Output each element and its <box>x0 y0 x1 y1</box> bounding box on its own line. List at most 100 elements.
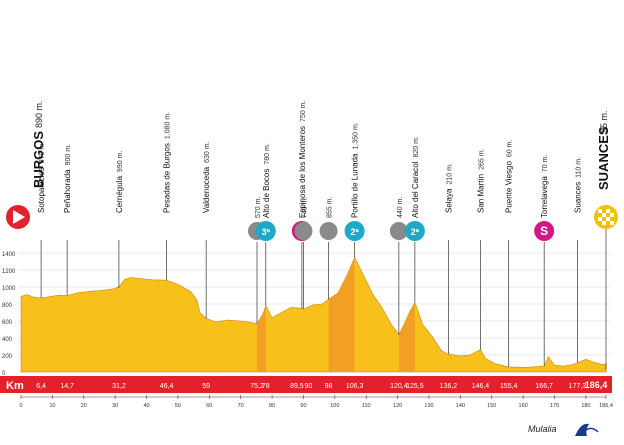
y-tick-label: 1400 <box>2 252 16 258</box>
km-band-value: 136,2 <box>440 383 458 390</box>
badge-label: S <box>540 224 548 238</box>
badge-label: 2ª <box>350 227 359 237</box>
km-band-value: 186,4 <box>585 380 608 390</box>
waypoint-altitude: 440 m. <box>397 197 404 218</box>
category-climb-icon <box>404 221 425 241</box>
waypoint-name: Espinosa de los Monteros <box>298 126 307 218</box>
km-band-value: 14,7 <box>60 383 74 390</box>
finish-flag-square <box>610 221 614 225</box>
km-band-label: Km <box>6 380 24 392</box>
y-tick-label: 800 <box>2 303 13 309</box>
feed-zone-icon <box>389 222 408 240</box>
x-tick-label: 150 <box>487 403 496 409</box>
category-climb-icon <box>255 221 276 241</box>
waypoint-name: Cernégula <box>115 176 124 213</box>
waypoint-altitude: 990 m. <box>117 151 124 172</box>
waypoint-altitude: 855 m. <box>327 197 334 218</box>
waypoint-name: Sotopalacios <box>37 167 46 213</box>
waypoint-altitude: 570 m. <box>255 197 262 218</box>
x-tick-label: 140 <box>456 403 465 409</box>
x-tick-label: 60 <box>206 403 212 409</box>
x-tick-label: 0 <box>19 403 22 409</box>
distance-axis: 0 10 20 30 40 50 60 70 80 90 100 110 120 130 140 150 160… <box>19 395 613 409</box>
km-band-value: 46,4 <box>160 383 174 390</box>
x-tick-label: 10 <box>49 403 55 409</box>
x-tick-label: 110 <box>362 403 371 409</box>
x-tick-label: 130 <box>424 403 433 409</box>
finish-flag-square <box>602 221 606 225</box>
y-tick-label: 1200 <box>2 269 16 275</box>
finish-flag-square <box>602 213 606 217</box>
waypoint-altitude: 265 m. <box>478 148 485 169</box>
altitude-axis: 1400 1200 1000 800 600 400 200 0 <box>2 252 16 377</box>
waypoint-markers: Sotopalacios 870 m. Peñahorada 900 m. Cernég… <box>37 100 582 367</box>
finish-flag-square <box>610 213 614 217</box>
watermark: Mulalia <box>528 424 557 434</box>
waypoint-altitude: 60 m. <box>507 140 514 158</box>
waypoint-altitude: 1.350 m. <box>353 122 360 149</box>
x-tick-label: 90 <box>300 403 306 409</box>
km-band-value: 78 <box>262 383 270 390</box>
km-band-value: 90 <box>305 383 313 390</box>
y-tick-label: 0 <box>2 371 6 377</box>
waypoint-altitude: 780 m. <box>264 143 271 164</box>
finish-altitude: 95 m. <box>599 110 609 133</box>
waypoint-name: Selaya <box>444 188 453 213</box>
x-tick-label: 40 <box>143 403 149 409</box>
waypoint-altitude: 900 m. <box>65 144 72 165</box>
waypoint-altitude: 70 m. <box>542 155 549 173</box>
climb-section <box>257 257 266 372</box>
feed-zone-icon <box>319 222 338 240</box>
waypoint-altitude: 210 m. <box>446 163 453 184</box>
climb-section <box>328 257 355 372</box>
finish-flag-square <box>606 209 610 213</box>
finish-flag-square <box>598 217 602 221</box>
y-tick-label: 1000 <box>2 286 16 292</box>
x-tick-label: 170 <box>550 403 559 409</box>
waypoint-name: Valdenoceda <box>202 166 211 213</box>
category-climb-icon <box>344 221 365 241</box>
km-band-value: 75,2 <box>250 383 264 390</box>
x-tick-label: 70 <box>238 403 244 409</box>
km-band-values: 6,4 14,7 31,2 46,4 59 75,278 89,5 90 98 106,3 120,… <box>36 380 607 390</box>
km-band-value: 6,4 <box>36 383 46 390</box>
km-band-value: 177,3 <box>569 383 587 390</box>
y-tick-label: 400 <box>2 337 13 343</box>
x-tick-label: 80 <box>269 403 275 409</box>
km-band-value: 155,4 <box>500 383 518 390</box>
waypoint-name: Puente Viesgo <box>505 161 514 213</box>
waypoint-altitude: 110 m. <box>575 157 582 178</box>
km-band-value: 125,5 <box>406 383 424 390</box>
x-tick-label: 50 <box>175 403 181 409</box>
start-marker: BURGOS 890 m. <box>6 100 46 229</box>
km-band-value: 120,4 <box>390 383 408 390</box>
waypoint-altitude: 870 m. <box>39 142 46 163</box>
y-tick-label: 600 <box>2 320 13 326</box>
km-band-value: 98 <box>325 383 333 390</box>
watermark-logo-icon <box>575 423 599 436</box>
waypoint-name: Peñahorada <box>63 169 72 213</box>
x-tick-label: 180 <box>581 403 590 409</box>
finish-flag-icon <box>594 205 618 370</box>
waypoint-name: San Martín <box>476 174 485 213</box>
km-band-value: 31,2 <box>112 383 126 390</box>
start-arrow-shape <box>13 210 25 224</box>
start-altitude: 890 m. <box>34 100 44 128</box>
waypoint-name: Torrelavega <box>540 176 549 218</box>
waypoint-name: Suances <box>573 182 582 213</box>
start-name: BURGOS <box>31 131 46 188</box>
x-tick-label: 30 <box>112 403 118 409</box>
finish-marker: SUANCES 95 m. <box>594 110 618 370</box>
finish-name: SUANCES <box>596 126 611 190</box>
finish-flag-square <box>606 217 610 221</box>
waypoint-altitude: 820 m. <box>413 136 420 157</box>
x-tick-label: 20 <box>81 403 87 409</box>
x-tick-label: 100 <box>330 403 339 409</box>
x-tick-label: 120 <box>393 403 402 409</box>
waypoint-altitude: 1.080 m. <box>165 112 172 139</box>
waypoint-altitude: 750 m. <box>300 100 307 121</box>
waypoint-name: Alto del Caracol <box>411 161 420 218</box>
waypoint-name: Portillo de Lunada <box>351 153 360 218</box>
km-band-value: 89,5 <box>290 383 304 390</box>
